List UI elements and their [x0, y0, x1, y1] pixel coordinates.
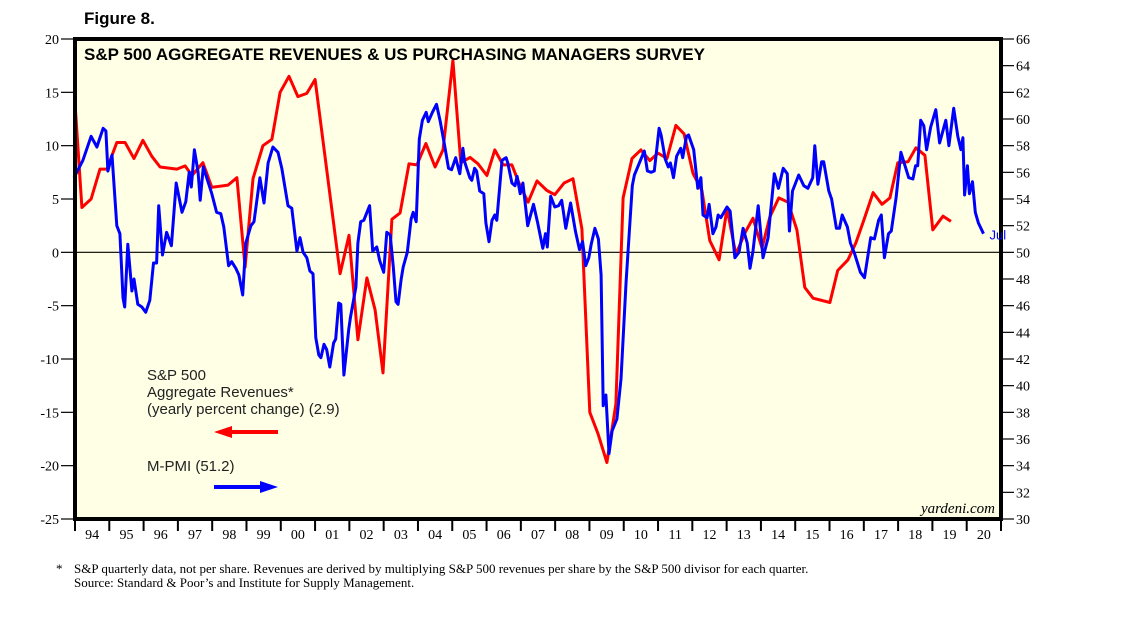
right-tick-label: 48 [1016, 273, 1030, 288]
x-tick-label: 13 [737, 528, 751, 543]
x-tick-label: 08 [565, 528, 579, 543]
x-tick-label: 99 [257, 528, 271, 543]
x-tick-label: 07 [531, 528, 545, 543]
x-tick-label: 95 [119, 528, 133, 543]
legend-revenues-line-2: Aggregate Revenues* [147, 384, 294, 401]
legend-revenues-line-1: S&P 500 [147, 367, 206, 384]
x-tick-label: 04 [428, 528, 442, 543]
x-tick-label: 10 [634, 528, 648, 543]
left-tick-label: -20 [40, 460, 59, 475]
x-tick-label: 11 [668, 528, 681, 543]
x-tick-label: 06 [497, 528, 511, 543]
x-tick-label: 09 [600, 528, 614, 543]
plot-background [75, 39, 1001, 519]
left-tick-label: 20 [45, 33, 59, 48]
x-tick-label: 17 [874, 528, 888, 543]
right-tick-label: 44 [1016, 326, 1030, 341]
right-axis: 66 64 62 60 58 56 54 52 50 48 46 44 42 40 38 36 34 32 30 [1001, 33, 1030, 528]
right-tick-label: 32 [1016, 486, 1030, 501]
x-tick-label: 98 [222, 528, 236, 543]
x-axis: 94 95 96 97 98 99 00 01 02 03 04 05 06 07 08 09 10 11 12 13… [74, 519, 1002, 543]
right-tick-label: 60 [1016, 113, 1030, 128]
right-tick-label: 66 [1016, 33, 1030, 48]
arrow-head [260, 481, 278, 493]
left-tick-label: 5 [52, 193, 59, 208]
x-tick-label: 96 [154, 528, 168, 543]
footnote-line-1: S&P quarterly data, not per share. Reven… [74, 561, 809, 576]
left-tick-label: 15 [45, 86, 59, 101]
left-axis: 20 15 10 5 0 -5 -10 -15 -20 -25 [40, 33, 75, 528]
right-tick-label: 58 [1016, 140, 1030, 155]
legend-revenues-line-3: (yearly percent change) (2.9) [147, 401, 340, 418]
left-tick-label: 0 [52, 246, 59, 261]
x-tick-label: 01 [325, 528, 339, 543]
left-tick-label: -25 [40, 513, 59, 528]
x-tick-label: 00 [291, 528, 305, 543]
footnote-marker: * [56, 561, 63, 576]
x-tick-label: 16 [840, 528, 854, 543]
legend-pmi-label: M-PMI (51.2) [147, 458, 235, 475]
right-tick-label: 52 [1016, 220, 1030, 235]
right-tick-label: 30 [1016, 513, 1030, 528]
right-tick-label: 54 [1016, 193, 1030, 208]
x-tick-label: 12 [702, 528, 716, 543]
right-arrow-icon [214, 481, 278, 493]
right-tick-label: 62 [1016, 86, 1030, 101]
x-tick-label: 14 [771, 528, 785, 543]
right-tick-label: 36 [1016, 433, 1030, 448]
right-tick-label: 34 [1016, 460, 1030, 475]
right-tick-label: 46 [1016, 300, 1030, 315]
arrow-head [214, 426, 232, 438]
left-tick-label: -5 [47, 300, 59, 315]
right-tick-label: 56 [1016, 166, 1030, 181]
x-tick-label: 19 [943, 528, 957, 543]
left-tick-label: -10 [40, 353, 59, 368]
x-tick-label: 02 [360, 528, 374, 543]
x-tick-label: 20 [977, 528, 991, 543]
legend: S&P 500 Aggregate Revenues* (yearly perc… [147, 367, 340, 493]
footnote-source: Source: Standard & Poor’s and Institute … [74, 575, 415, 590]
watermark: yardeni.com [919, 501, 995, 517]
x-tick-label: 18 [908, 528, 922, 543]
right-tick-label: 38 [1016, 406, 1030, 421]
right-tick-label: 64 [1016, 60, 1030, 75]
chart-title: S&P 500 AGGREGATE REVENUES & US PURCHASI… [84, 45, 706, 64]
left-tick-label: 10 [45, 140, 59, 155]
plot-frame [73, 37, 1003, 521]
figure-label: Figure 8. [84, 9, 155, 28]
left-arrow-icon [214, 426, 278, 438]
x-tick-label: 05 [462, 528, 476, 543]
x-tick-label: 94 [85, 528, 99, 543]
left-tick-label: -15 [40, 406, 59, 421]
x-tick-label: 15 [805, 528, 819, 543]
x-tick-label: 97 [188, 528, 202, 543]
pmi-line [72, 102, 985, 456]
x-tick-label: 03 [394, 528, 408, 543]
right-tick-label: 42 [1016, 353, 1030, 368]
right-tick-label: 40 [1016, 380, 1030, 395]
end-label-jul: Jul [990, 228, 1007, 243]
right-tick-label: 50 [1016, 246, 1030, 261]
